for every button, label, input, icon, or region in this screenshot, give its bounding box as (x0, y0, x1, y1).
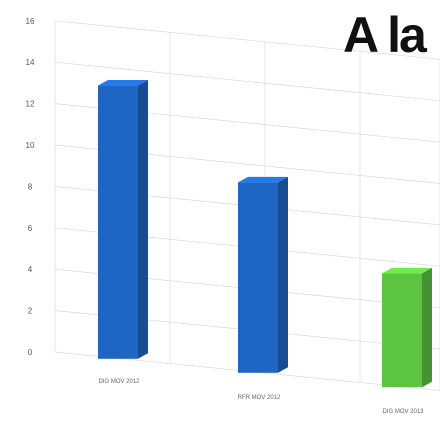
x-category-label: RFR MOV 2012 (238, 395, 281, 401)
bar-front-face (98, 85, 138, 359)
gridline-16 (54, 20, 440, 60)
bar-1 (238, 176, 288, 373)
bars (98, 80, 432, 388)
x-axis-labels: DIG MOV 2012 RFR MOV 2012 DIG MOV 2013 (98, 379, 424, 415)
bar-2 (382, 267, 432, 388)
y-tick-label: 8 (28, 182, 33, 191)
y-tick-label: 16 (26, 17, 35, 26)
y-axis-ticks: 0 2 4 6 8 10 12 14 16 (26, 17, 35, 357)
y-tick-label: 10 (26, 141, 35, 150)
bar-side-face (138, 80, 148, 359)
bar-top-face (382, 267, 432, 274)
y-tick-label: 4 (28, 265, 33, 274)
bar-front-face (238, 182, 278, 373)
y-tick-label: 0 (28, 348, 33, 357)
x-category-label: DIG MOV 2012 (98, 379, 140, 385)
bar-top-face (98, 80, 148, 86)
gridline-14 (54, 61, 440, 102)
bar-front-face (382, 273, 422, 388)
bar-top-face (238, 176, 288, 183)
x-category-label: DIG MOV 2013 (382, 409, 424, 415)
bar-side-face (422, 267, 432, 388)
y-tick-label: 12 (26, 100, 35, 109)
headline-text: A la (343, 7, 428, 63)
y-tick-label: 2 (28, 307, 33, 316)
y-tick-label: 14 (26, 58, 35, 67)
bar-0 (98, 80, 148, 359)
y-tick-label: 6 (28, 224, 33, 233)
bar-side-face (278, 176, 288, 373)
